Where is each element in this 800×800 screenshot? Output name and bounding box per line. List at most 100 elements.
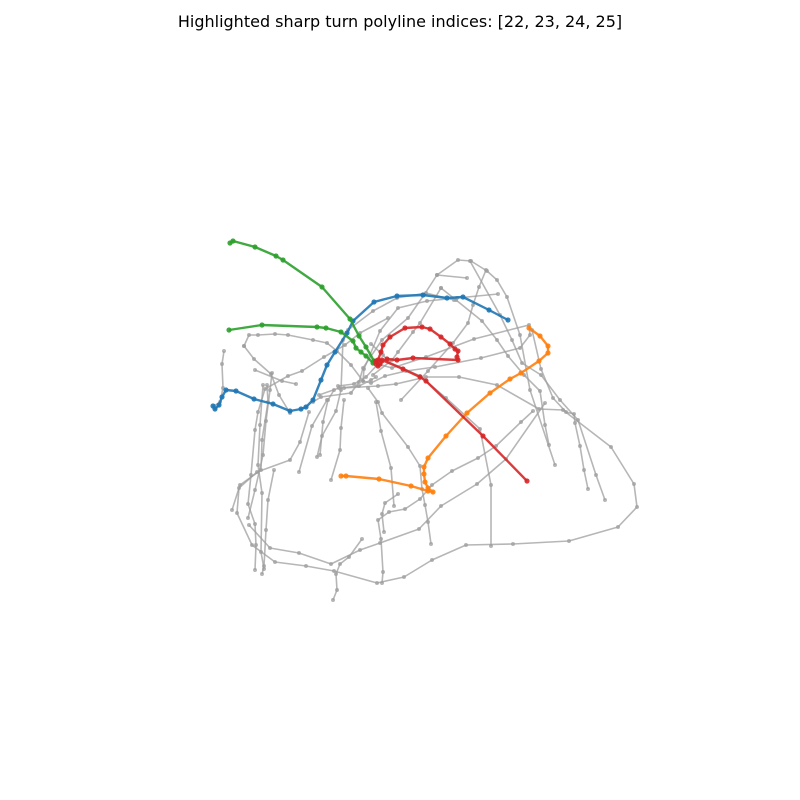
- background-polyline-point: [304, 564, 308, 568]
- background-polyline-point: [479, 356, 483, 360]
- background-polyline-point: [418, 321, 422, 325]
- highlighted-polyline-25-point: [384, 356, 390, 362]
- background-polyline: [366, 386, 433, 546]
- background-polyline-point: [403, 507, 407, 511]
- background-polyline-point: [406, 445, 410, 449]
- highlighted-polyline-24-point: [319, 284, 325, 290]
- background-polyline-point: [260, 572, 264, 576]
- background-polyline-point: [332, 569, 336, 573]
- background-polyline-point: [511, 542, 515, 546]
- background-polyline-point: [558, 398, 562, 402]
- background-polyline-point: [322, 355, 326, 359]
- background-polyline-line: [236, 376, 638, 584]
- highlighted-polyline-23-point: [421, 471, 427, 477]
- background-polyline-point: [603, 498, 607, 502]
- highlighted-polyline-25-point: [400, 366, 406, 372]
- background-polyline-point: [430, 483, 434, 487]
- background-polyline-point: [317, 393, 321, 397]
- background-polyline-point: [510, 338, 514, 342]
- highlighted-polylines: [210, 238, 551, 495]
- background-polyline-point: [489, 544, 493, 548]
- background-polyline-point: [343, 343, 347, 347]
- background-polyline-point: [378, 329, 382, 333]
- background-polyline-point: [564, 410, 568, 414]
- background-polyline-point: [528, 333, 532, 337]
- background-polyline: [439, 286, 551, 447]
- background-polyline-point: [380, 581, 384, 585]
- background-polyline-point: [334, 409, 338, 413]
- background-polyline: [435, 258, 557, 467]
- background-polyline-point: [374, 375, 378, 379]
- background-polyline-point: [321, 420, 325, 424]
- background-polyline-point: [466, 321, 470, 325]
- background-polyline-point: [294, 382, 298, 386]
- highlighted-polyline-24-point: [252, 244, 258, 250]
- background-polyline-point: [364, 375, 368, 379]
- background-polyline-point: [433, 365, 437, 369]
- highlighted-polyline-24-point: [350, 338, 356, 344]
- background-polyline-point: [361, 366, 365, 370]
- background-polyline-point: [477, 285, 481, 289]
- highlighted-polyline-25-point: [417, 374, 423, 380]
- background-polyline-point: [264, 528, 268, 532]
- background-polyline-point: [616, 525, 620, 529]
- background-polyline-line: [375, 401, 395, 507]
- background-polyline-point: [259, 550, 263, 554]
- highlighted-polyline-25-point: [480, 433, 486, 439]
- background-polyline-point: [456, 258, 460, 262]
- highlighted-polyline-24-point: [280, 257, 286, 263]
- background-polyline-point: [366, 386, 370, 390]
- highlighted-polyline-22-point: [394, 293, 400, 299]
- background-polyline-point: [418, 464, 422, 468]
- background-polyline-point: [396, 306, 400, 310]
- background-polyline-point: [505, 295, 509, 299]
- background-polyline-point: [369, 381, 373, 385]
- highlighted-polyline-22-point: [298, 406, 304, 412]
- background-polyline: [530, 328, 590, 491]
- background-polyline-point: [269, 372, 273, 376]
- background-polyline-point: [472, 337, 476, 341]
- background-polyline-point: [382, 530, 386, 534]
- highlighted-polyline-22-point: [216, 402, 222, 408]
- background-polyline-point: [352, 382, 356, 386]
- background-polyline-point: [531, 409, 535, 413]
- background-polyline-point: [380, 512, 384, 516]
- background-polyline-point: [273, 332, 277, 336]
- background-polyline-point: [371, 373, 375, 377]
- highlighted-polyline-25-point: [387, 334, 393, 340]
- background-polyline: [253, 368, 298, 386]
- background-polyline-point: [519, 420, 523, 424]
- highlighted-polyline-23-point: [536, 358, 542, 364]
- background-polyline-point: [338, 562, 342, 566]
- background-polyline-point: [342, 398, 346, 402]
- background-polyline-line: [319, 389, 335, 456]
- background-polyline-point: [260, 491, 264, 495]
- background-polyline-point: [484, 268, 488, 272]
- background-polyline-point: [609, 445, 613, 449]
- background-polyline-line: [261, 469, 275, 575]
- background-polyline-point: [439, 286, 443, 290]
- highlighted-polyline-22-point: [287, 408, 293, 414]
- background-polyline-point: [268, 388, 272, 392]
- background-polyline-point: [238, 483, 242, 487]
- highlighted-polyline-22-point: [223, 387, 229, 393]
- background-polyline-point: [518, 333, 522, 337]
- highlighted-polyline-23-point: [545, 343, 551, 349]
- background-polyline-point: [402, 575, 406, 579]
- background-polyline-point: [389, 466, 393, 470]
- background-polyline-point: [475, 482, 479, 486]
- highlighted-polyline-25: [373, 324, 530, 484]
- highlighted-polyline-25-point: [375, 357, 381, 363]
- background-polyline-line: [257, 384, 265, 570]
- highlighted-polyline-22-point: [420, 292, 426, 298]
- highlighted-polyline-23-point: [526, 325, 532, 331]
- background-polyline-line: [469, 260, 606, 501]
- background-polyline-point: [242, 344, 246, 348]
- highlighted-polyline-25-point: [524, 478, 530, 484]
- background-polyline-point: [349, 363, 353, 367]
- background-polyline-point: [495, 338, 499, 342]
- background-polyline-point: [250, 543, 254, 547]
- background-polyline-point: [307, 410, 311, 414]
- highlighted-polyline-23-point: [537, 333, 543, 339]
- background-polyline-point: [335, 588, 339, 592]
